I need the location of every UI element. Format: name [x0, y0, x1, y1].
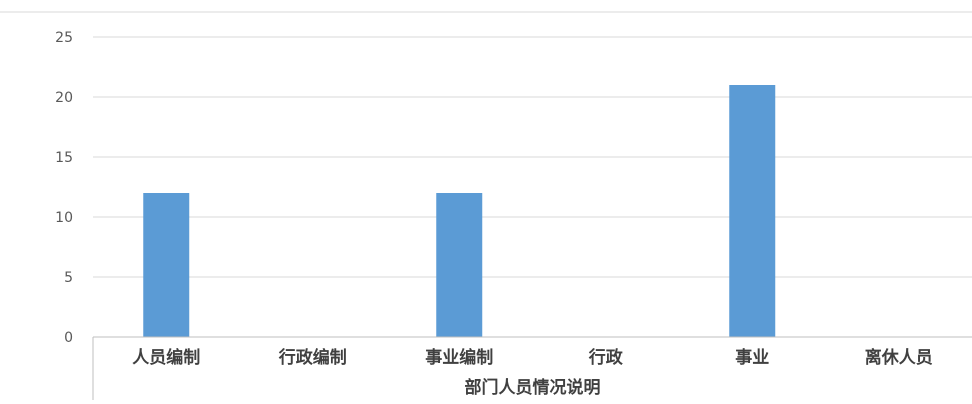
y-tick-label: 0 [64, 330, 73, 346]
y-axis-ticks: 0 5 10 15 20 25 [55, 30, 73, 346]
x-axis [92, 336, 972, 400]
category-label: 离休人员 [865, 347, 933, 368]
y-tick-label: 10 [55, 210, 73, 226]
bar-3 [436, 193, 483, 337]
x-axis-title: 部门人员情况说明 [465, 377, 601, 398]
category-label: 事业 [735, 348, 769, 368]
bar-1 [143, 193, 190, 337]
bars [143, 85, 776, 337]
y-tick-label: 20 [55, 90, 73, 106]
category-label: 人员编制 [132, 347, 200, 368]
category-label: 行政编制 [278, 347, 347, 368]
y-tick-label: 15 [55, 150, 73, 166]
bar-5 [729, 85, 776, 337]
y-tick-label: 25 [55, 30, 73, 46]
category-labels: 人员编制 行政编制 事业编制 行政 事业 离休人员 [132, 347, 933, 368]
category-label: 行政 [588, 347, 624, 368]
category-label: 事业编制 [425, 347, 493, 368]
grid-lines [93, 36, 972, 278]
y-tick-label: 5 [64, 270, 73, 286]
